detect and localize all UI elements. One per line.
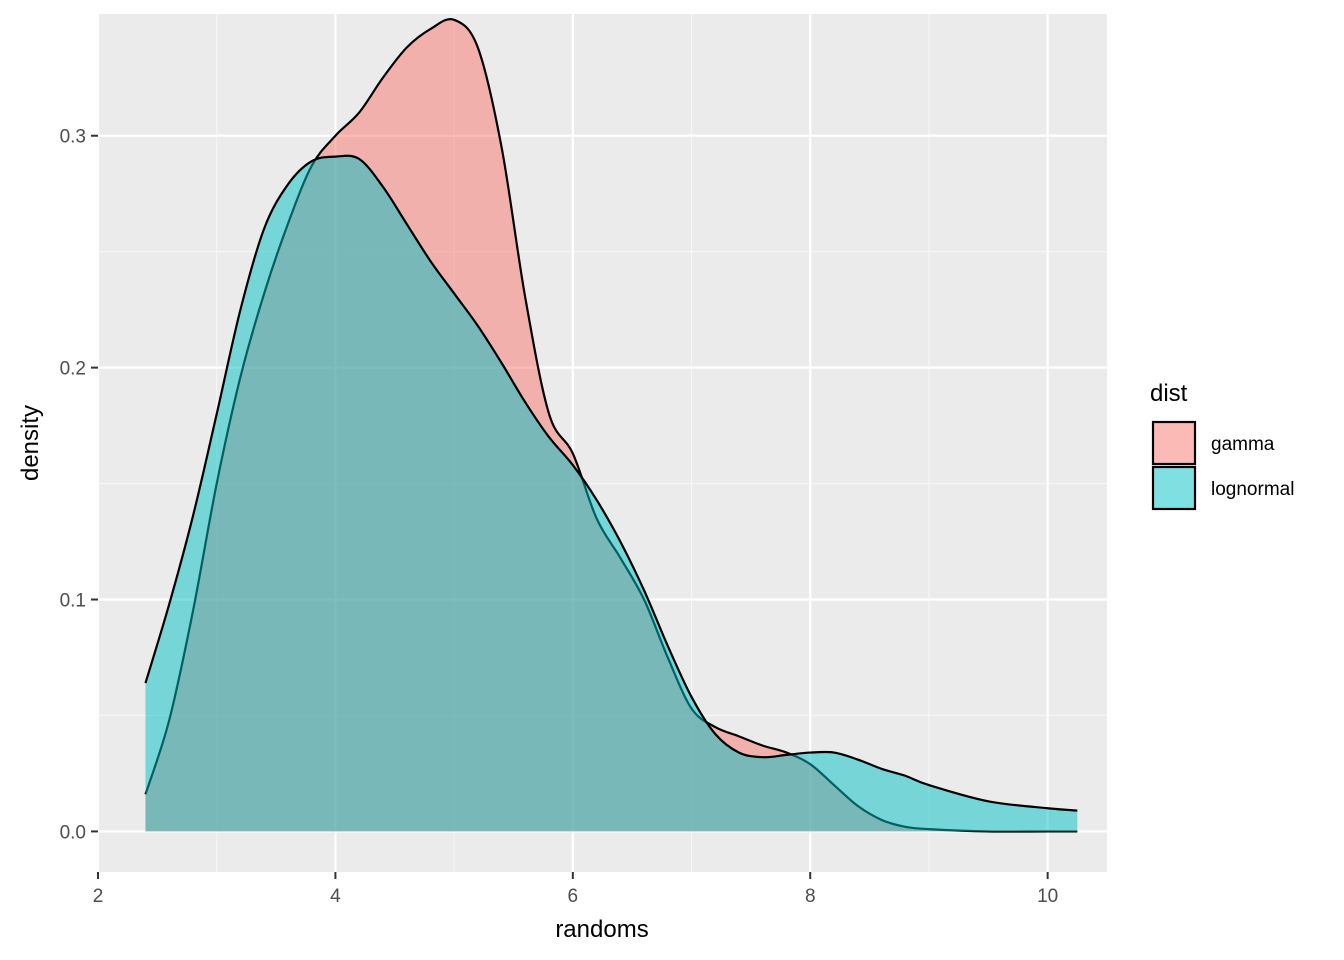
y-axis: 0.0 0.1 0.2 0.3 — [60, 127, 98, 843]
x-tick-label: 6 — [568, 886, 579, 907]
area-lognormal — [145, 155, 1078, 832]
legend-title: dist — [1150, 380, 1188, 407]
x-tick-label: 2 — [93, 886, 104, 907]
x-tick-label: 8 — [805, 886, 816, 907]
curve-lognormal — [144, 154, 1078, 812]
x-axis: 2 4 6 8 10 — [93, 872, 1058, 907]
x-tick-label: 10 — [1037, 886, 1058, 907]
y-tick-label: 0.1 — [60, 591, 86, 612]
legend-key-gamma — [1151, 420, 1197, 466]
y-tick-label: 0.0 — [60, 822, 86, 843]
legend: dist gamma lognormal — [1150, 380, 1294, 511]
density-areas — [144, 18, 1078, 833]
x-tick-label: 4 — [330, 886, 341, 907]
legend-key-lognormal — [1151, 465, 1197, 511]
y-axis-title: density — [17, 405, 44, 481]
y-tick-label: 0.2 — [60, 359, 86, 380]
legend-label-gamma: gamma — [1211, 434, 1275, 455]
legend-label-lognormal: lognormal — [1211, 479, 1294, 500]
x-axis-title: randoms — [555, 916, 648, 943]
y-tick-label: 0.3 — [60, 127, 86, 148]
